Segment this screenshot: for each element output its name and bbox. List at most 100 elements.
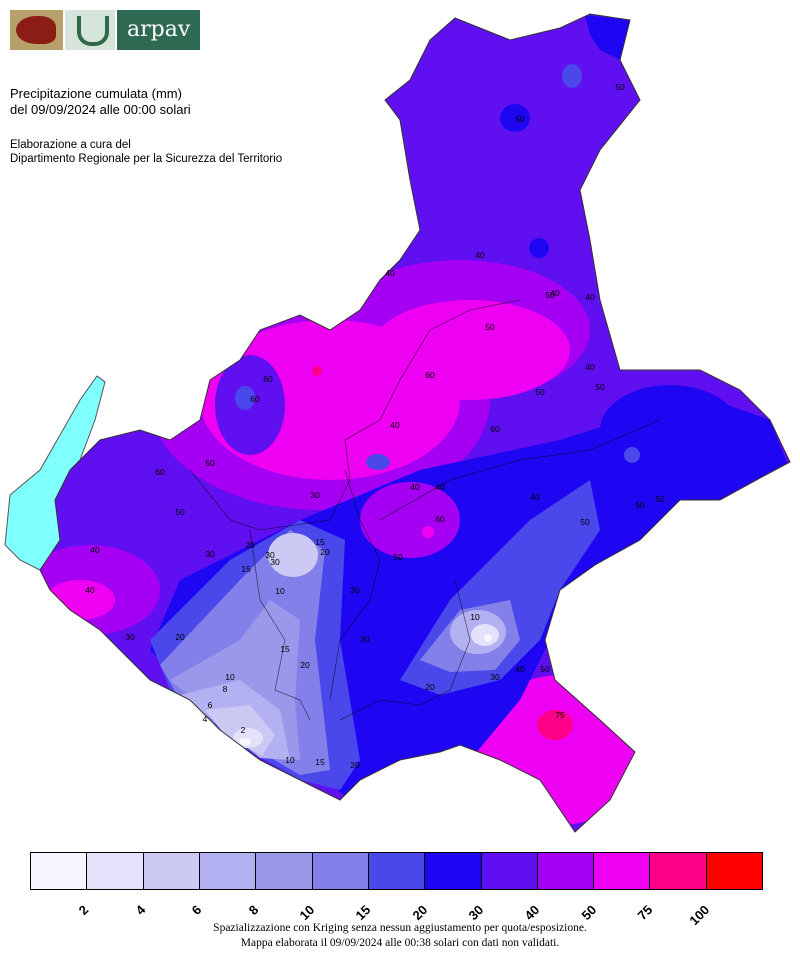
- zone-central-40-50: [360, 482, 460, 558]
- contour-label: 30: [125, 632, 135, 642]
- zone-east-20-30: [600, 385, 740, 475]
- contour-label: 60: [425, 370, 435, 380]
- contour-label: 15: [315, 537, 325, 547]
- legend-swatch-4: [256, 853, 313, 889]
- zone-north-peak-1: [500, 104, 530, 132]
- footnote-line-1: Spazializzazione con Kriging senza nessu…: [213, 922, 587, 934]
- contour-label: 40: [585, 292, 595, 302]
- contour-label: 10: [275, 586, 285, 596]
- color-legend: [30, 852, 763, 890]
- province-boundaries: [189, 299, 661, 721]
- contour-label: 60: [250, 394, 260, 404]
- contour-label: 50: [615, 82, 625, 92]
- credit-line-1: Elaborazione a cura del: [10, 139, 131, 151]
- contour-label: 30: [360, 634, 370, 644]
- contour-label: 30: [310, 490, 320, 500]
- contour-label: 30: [490, 672, 500, 682]
- contour-label: 40: [385, 268, 395, 278]
- contour-label: 50: [540, 664, 550, 674]
- contour-label: 40: [410, 482, 420, 492]
- contour-label: 60: [435, 514, 445, 524]
- contour-label: 20: [300, 660, 310, 670]
- contour-label: 40: [90, 545, 100, 555]
- zone-north-peak-2: [562, 64, 582, 88]
- contour-label: 50: [485, 322, 495, 332]
- arpav-logo: arpav: [10, 10, 200, 50]
- zone-east-peak: [624, 447, 640, 463]
- zone-north-peak-3: [529, 238, 549, 258]
- contour-label: 6: [208, 700, 213, 710]
- arpav-mark-icon: [65, 10, 115, 50]
- contour-label: 50: [635, 500, 645, 510]
- contour-label: 75: [555, 710, 565, 720]
- contour-label: 30: [265, 550, 275, 560]
- contour-label: 40: [550, 288, 560, 298]
- contour-label: 20: [425, 682, 435, 692]
- legend-swatch-1: [87, 853, 144, 889]
- contour-label: 50: [580, 517, 590, 527]
- zone-north-max: [312, 366, 322, 376]
- footnote-line-2: Mappa elaborata il 09/09/2024 alle 00:38…: [240, 937, 560, 949]
- contour-label: 50: [545, 290, 555, 300]
- zone-delta-75-100: [537, 710, 573, 740]
- contour-label: 20: [320, 547, 330, 557]
- title-line-1: Precipitazione cumulata (mm): [10, 86, 182, 101]
- contour-label: 8: [223, 684, 228, 694]
- zone-southwest-50-75: [45, 580, 115, 620]
- zone-venezia-2-6: [471, 624, 499, 646]
- contour-label: 50: [175, 507, 185, 517]
- map-title: Precipitazione cumulata (mm) del 09/09/2…: [10, 86, 191, 118]
- legend-swatch-9: [537, 853, 595, 889]
- contour-label: 30: [270, 557, 280, 567]
- zone-asiago-peak: [235, 386, 255, 410]
- legend-swatch-2: [143, 853, 200, 889]
- contour-label: 50: [205, 458, 215, 468]
- contour-label: 40: [390, 420, 400, 430]
- legend-swatch-12: [706, 853, 763, 889]
- contour-label: 30: [350, 585, 360, 595]
- legend-swatch-0: [31, 853, 88, 889]
- credit: Elaborazione a cura del Dipartimento Reg…: [10, 138, 282, 166]
- contour-label: 50: [655, 494, 665, 504]
- contour-label: 40: [475, 250, 485, 260]
- zone-central-50-75: [422, 526, 434, 538]
- contour-label: 2: [241, 725, 246, 735]
- legend-swatch-11: [650, 853, 707, 889]
- contour-label: 60: [155, 467, 165, 477]
- precipitation-zones: [40, 14, 790, 832]
- contour-label: 20: [245, 540, 255, 550]
- contour-label: 15: [315, 757, 325, 767]
- contour-label: 40: [585, 362, 595, 372]
- contour-label: 40: [85, 585, 95, 595]
- veneto-lion-icon: [10, 10, 63, 50]
- legend-swatch-7: [425, 853, 482, 889]
- legend-swatch-3: [199, 853, 257, 889]
- region-outline: [39, 13, 791, 833]
- contour-label: 20: [350, 760, 360, 770]
- contour-label: 15: [241, 564, 251, 574]
- contour-label: 10: [470, 612, 480, 622]
- contour-label: 40: [515, 664, 525, 674]
- contour-label: 60: [263, 374, 273, 384]
- legend-swatch-5: [312, 853, 369, 889]
- contour-label: 10: [225, 672, 235, 682]
- legend-swatch-8: [481, 853, 538, 889]
- contour-label: 40: [530, 492, 540, 502]
- logo-wordmark: arpav: [117, 10, 200, 50]
- contour-label: 40: [435, 482, 445, 492]
- zone-belluno-50-75: [370, 300, 570, 400]
- title-line-2: del 09/09/2024 alle 00:00 solari: [10, 102, 191, 117]
- zone-venezia-0-2: [484, 634, 492, 642]
- contour-label: 60: [490, 424, 500, 434]
- contour-label: 10: [285, 755, 295, 765]
- legend-swatch-6: [368, 853, 426, 889]
- contour-label: 50: [515, 114, 525, 124]
- zone-north-vicenza-low: [268, 533, 318, 577]
- contour-label: 20: [175, 632, 185, 642]
- contour-label: 50: [595, 382, 605, 392]
- contour-label: 50: [535, 387, 545, 397]
- credit-line-2: Dipartimento Regionale per la Sicurezza …: [10, 153, 283, 165]
- zone-center-peak: [366, 454, 390, 470]
- contour-label: 15: [280, 644, 290, 654]
- contour-label: 4: [203, 714, 208, 724]
